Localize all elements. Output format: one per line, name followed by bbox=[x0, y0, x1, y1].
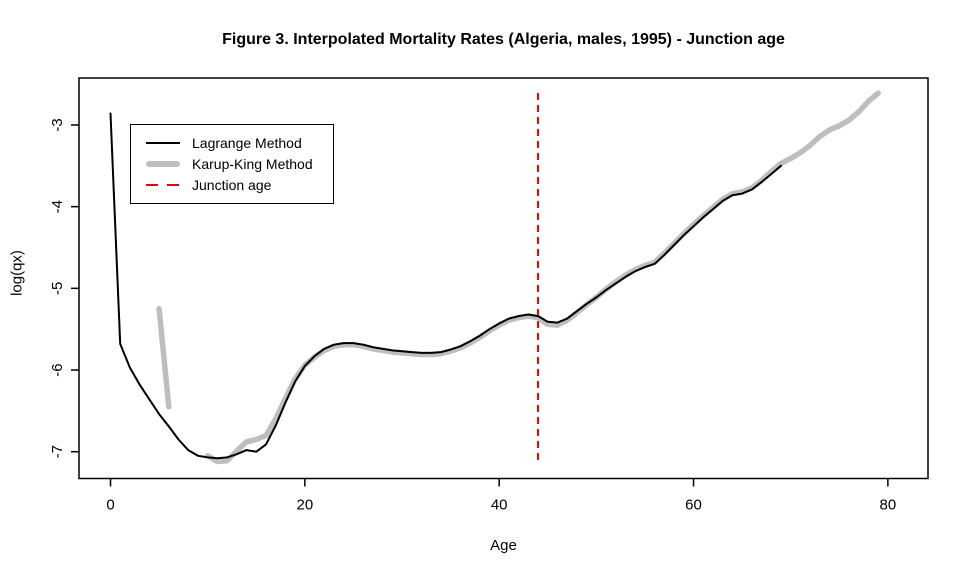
karup-king-method-early-segment-ages-5-6-line bbox=[156, 306, 172, 410]
karup-king-line-sample bbox=[146, 160, 180, 167]
y-tick-label: -6 bbox=[49, 363, 66, 376]
x-tick-label: 80 bbox=[880, 497, 897, 514]
plot-border bbox=[78, 77, 929, 480]
legend: Lagrange Method Karup-King Method Juncti… bbox=[130, 124, 334, 204]
x-axis-title: Age bbox=[490, 537, 517, 554]
x-tick-label: 20 bbox=[297, 497, 314, 514]
lagrange-line-sample bbox=[146, 141, 180, 144]
y-tick-label: -3 bbox=[49, 118, 66, 131]
y-tick-label: -7 bbox=[49, 445, 66, 458]
y-axis-title: log(qx) bbox=[8, 250, 26, 296]
y-tick-label: -4 bbox=[49, 200, 66, 213]
legend-label-lagrange: Lagrange Method bbox=[192, 134, 302, 151]
legend-item-lagrange: Lagrange Method bbox=[131, 132, 333, 153]
lagrange-method-line bbox=[109, 112, 782, 460]
x-tick-label: 0 bbox=[106, 497, 114, 514]
legend-item-junction-age: Junction age bbox=[131, 174, 333, 195]
legend-item-karup-king: Karup-King Method bbox=[131, 153, 333, 174]
y-tick-label: -5 bbox=[49, 282, 66, 295]
legend-label-junction-age: Junction age bbox=[192, 176, 272, 193]
x-tick-label: 60 bbox=[685, 497, 702, 514]
junction-age-line-sample bbox=[146, 183, 180, 186]
x-tick-label: 40 bbox=[491, 497, 508, 514]
chart-title: Figure 3. Interpolated Mortality Rates (… bbox=[222, 31, 785, 48]
legend-label-karup-king: Karup-King Method bbox=[192, 155, 313, 172]
